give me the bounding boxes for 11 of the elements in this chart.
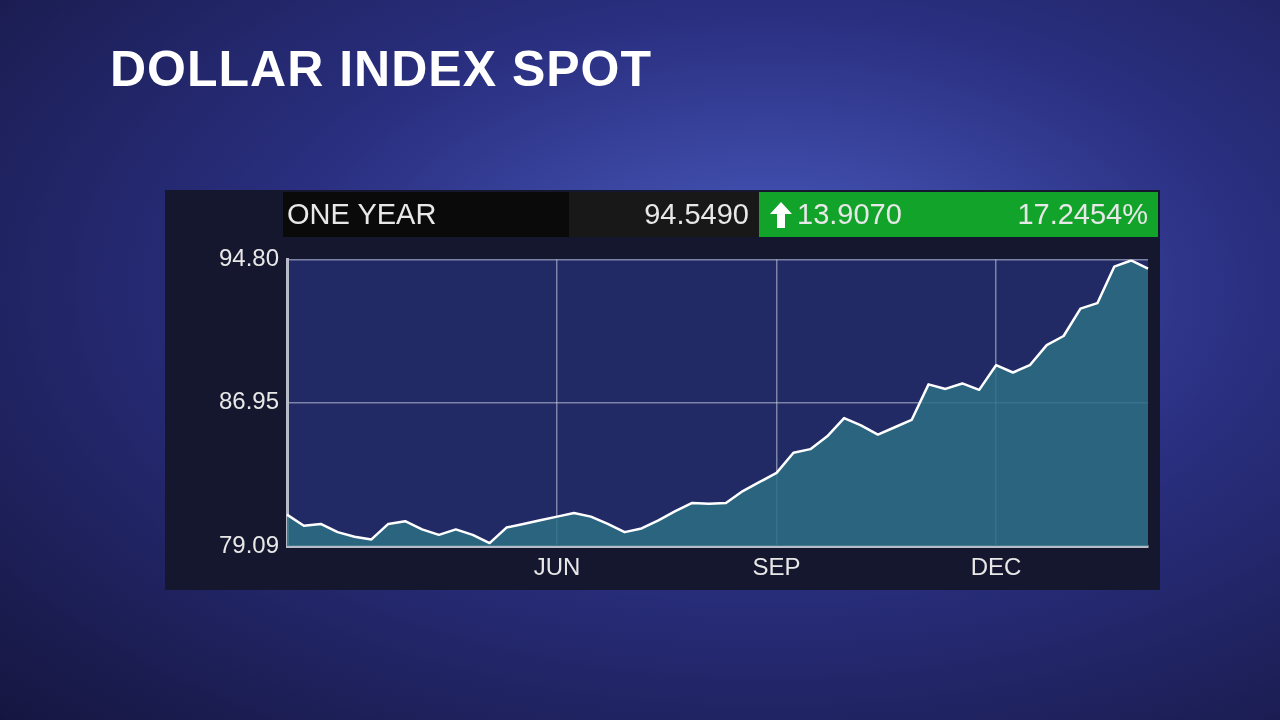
text: 94.5490 [569, 192, 759, 237]
x-tick-label: SEP [752, 553, 801, 581]
text: 17.2454% [1017, 198, 1148, 231]
y-tick-label: 94.80 [218, 244, 279, 272]
x-tick-label: JUN [533, 553, 581, 581]
y-tick-label: 86.95 [218, 387, 279, 415]
text: 13.9070 [797, 198, 902, 231]
y-tick-label: 79.09 [218, 530, 279, 558]
text: ONE YEAR [283, 192, 569, 237]
x-tick-label: DEC [970, 553, 1022, 581]
chart-title: DOLLAR INDEX SPOT [110, 40, 653, 98]
